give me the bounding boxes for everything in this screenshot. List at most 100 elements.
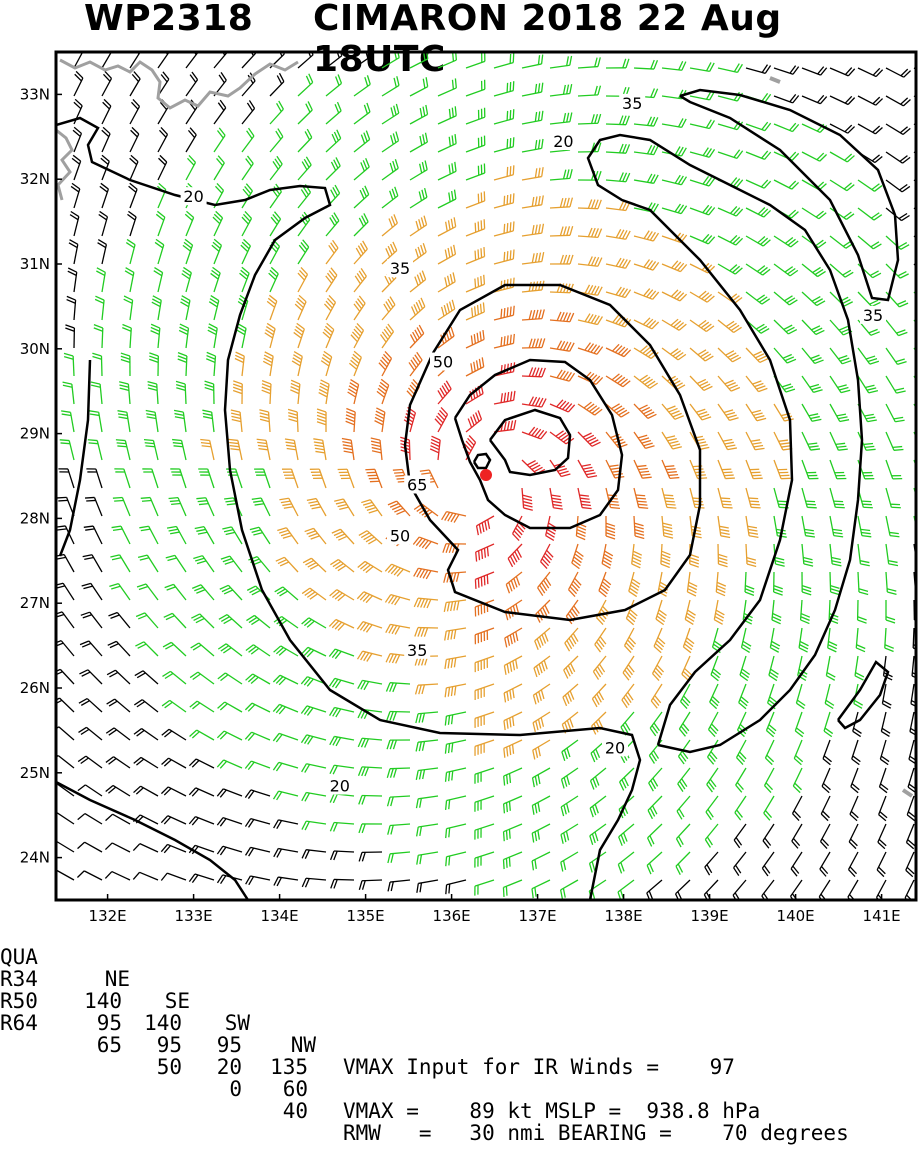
wind-barb-feather	[644, 443, 653, 446]
wind-barb	[830, 460, 846, 479]
wind-barb-feather	[78, 814, 85, 820]
wind-barb-feather	[592, 228, 596, 237]
wind-barb-feather	[452, 80, 453, 89]
wind-barb-shaft	[85, 814, 102, 824]
wind-barb	[133, 815, 158, 824]
wind-barb	[382, 132, 399, 152]
wind-barb	[886, 348, 907, 364]
wind-barb-feather	[751, 507, 760, 508]
wind-barb-feather	[252, 530, 261, 532]
wind-barb-feather	[447, 602, 449, 611]
wind-barb-feather	[507, 803, 508, 812]
wind-barb-feather	[359, 824, 362, 833]
wind-barb-feather	[170, 532, 179, 534]
wind-barb-feather	[170, 501, 179, 502]
wind-barb	[102, 71, 111, 96]
wind-barb	[578, 257, 602, 267]
wind-barb-feather	[448, 220, 450, 229]
wind-barb	[569, 572, 582, 597]
wind-barb-feather	[510, 250, 511, 259]
wind-barb	[886, 600, 895, 623]
wind-barb-feather	[563, 888, 565, 897]
wind-barb	[302, 618, 326, 628]
wind-barb-feather	[774, 586, 783, 589]
vmax-mslp-line: VMAX = 89 kt MSLP = 938.8 hPa	[343, 1100, 760, 1122]
wind-barb	[445, 628, 466, 640]
wind-barb-feather	[544, 633, 548, 642]
wind-barb	[535, 628, 550, 650]
wind-barb	[522, 111, 543, 124]
wind-barb-feather	[288, 416, 297, 419]
wind-barb-feather	[532, 253, 534, 262]
wind-barb	[152, 296, 161, 320]
wind-barb-feather	[205, 381, 214, 384]
wind-barb	[158, 127, 167, 152]
wind-barb-feather	[309, 533, 318, 536]
wind-barb	[886, 544, 898, 566]
wind-barb	[550, 255, 573, 264]
wind-barb-feather	[224, 530, 233, 532]
wind-barb-feather	[544, 660, 547, 669]
contour-label: 20	[330, 777, 350, 796]
wind-barb	[444, 600, 466, 612]
wind-barb-feather	[582, 465, 591, 467]
wind-barb	[438, 162, 456, 180]
wind-barb	[446, 880, 466, 894]
wind-barb-feather	[423, 770, 425, 779]
wind-barb-feather	[424, 216, 427, 225]
wind-barb	[185, 211, 193, 236]
wind-barb-feather	[422, 741, 424, 750]
wind-barb-shaft	[112, 872, 130, 880]
wind-barb	[494, 249, 514, 264]
wind-barb	[765, 740, 774, 765]
wind-barb-feather	[624, 833, 627, 842]
wind-barb-feather	[535, 112, 536, 121]
wind-barb	[359, 767, 382, 776]
wind-barb-feather	[833, 529, 842, 530]
wind-barb	[242, 100, 255, 124]
wind-barb	[550, 169, 572, 180]
wind-barb	[718, 206, 743, 216]
wind-barb	[886, 516, 899, 537]
wind-barb	[330, 736, 354, 745]
wind-barb-feather	[419, 685, 421, 694]
wind-barb-feather	[202, 410, 211, 412]
wind-barb	[825, 684, 834, 708]
wind-barb-feather	[57, 497, 66, 498]
wind-barb	[850, 796, 858, 821]
wind-barb-feather	[257, 442, 266, 443]
wind-barb-feather	[476, 552, 477, 561]
wind-barb-feather	[506, 584, 509, 593]
wind-barb-feather	[609, 465, 618, 466]
wind-barb-feather	[588, 476, 597, 478]
wind-barb	[276, 557, 298, 572]
wind-barb-feather	[669, 441, 678, 443]
wind-barb-feather	[598, 171, 601, 180]
wind-barb	[208, 324, 217, 348]
wind-barb-feather	[451, 658, 452, 667]
wind-barb	[91, 382, 102, 404]
r64-label: R64	[0, 1012, 38, 1034]
wind-barb-feather	[445, 277, 447, 286]
wind-barb	[382, 104, 399, 124]
wind-barb-feather	[834, 501, 843, 502]
wind-barb-feather	[390, 740, 393, 749]
wind-barb-feather	[449, 109, 450, 118]
wind-barb-feather	[451, 219, 453, 228]
wind-barb-feather	[171, 504, 180, 505]
wind-barb	[57, 497, 74, 516]
wind-barb-feather	[513, 716, 514, 725]
wind-barb	[183, 239, 193, 264]
wind-barb-feather	[621, 862, 624, 871]
wind-barb	[718, 460, 735, 479]
wind-barb	[802, 95, 827, 103]
wind-barb-feather	[260, 416, 269, 418]
wind-barb-feather	[416, 249, 419, 258]
wind-barb	[149, 353, 158, 376]
wind-barb	[494, 81, 514, 96]
wind-barb-feather	[539, 168, 540, 177]
wind-barb	[112, 526, 130, 544]
wind-barb	[774, 94, 799, 103]
wind-barb	[235, 352, 244, 376]
wind-barb-feather	[537, 666, 540, 675]
